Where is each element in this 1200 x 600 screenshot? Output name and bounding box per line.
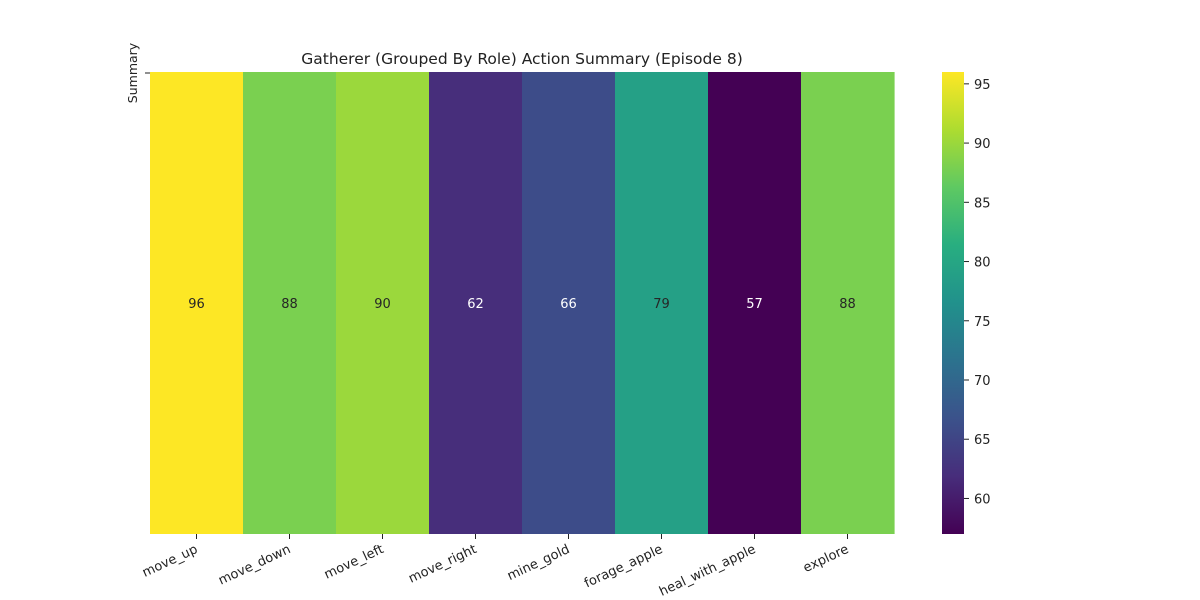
colorbar-tick-label: 65: [974, 433, 991, 448]
cell-value-label: 96: [188, 297, 205, 312]
heatmap-cell: [243, 72, 337, 534]
x-tick-label: move_left: [322, 542, 386, 583]
cell-value-label: 79: [653, 297, 670, 312]
colorbar-tick-label: 60: [974, 492, 991, 507]
y-axis-label: Summary: [125, 42, 140, 103]
heatmap-cells: 96 88 90 62 66 79 57 88: [150, 72, 895, 534]
colorbar-tick-label: 70: [974, 374, 991, 389]
cell-value-label: 88: [839, 297, 856, 312]
cell-value-label: 62: [467, 297, 484, 312]
heatmap-cell: [708, 72, 802, 534]
heatmap-cell: [522, 72, 616, 534]
x-tick-label: forage_apple: [582, 542, 665, 591]
x-tick-label: move_up: [140, 542, 200, 581]
cell-value-label: 90: [374, 297, 391, 312]
colorbar-tick-label: 90: [974, 137, 991, 152]
cell-value-label: 88: [281, 297, 298, 312]
x-tick-label: move_right: [406, 542, 479, 587]
colorbar-tick-label: 95: [974, 78, 991, 93]
x-tick-label: mine_gold: [505, 542, 572, 584]
heatmap-cell: [615, 72, 709, 534]
heatmap-cell: [801, 72, 895, 534]
heatmap-cell: [429, 72, 523, 534]
cell-value-label: 66: [560, 297, 577, 312]
colorbar: [942, 72, 964, 534]
colorbar-tick-label: 85: [974, 196, 991, 211]
colorbar-tick-label: 80: [974, 256, 991, 271]
cell-value-label: 57: [746, 297, 763, 312]
heatmap-cell: [336, 72, 430, 534]
chart-title: Gatherer (Grouped By Role) Action Summar…: [301, 50, 743, 68]
colorbar-ticks: 60 65 70 75 80 85 90 95: [964, 78, 991, 507]
x-tick-label: heal_with_apple: [657, 542, 758, 600]
heatmap-cell: [150, 72, 244, 534]
colorbar-tick-label: 75: [974, 315, 991, 330]
x-tick-label: explore: [801, 542, 851, 576]
x-tick-label: move_down: [216, 542, 293, 589]
x-axis-ticks: move_up move_down move_left move_right mine_…: [140, 534, 851, 600]
